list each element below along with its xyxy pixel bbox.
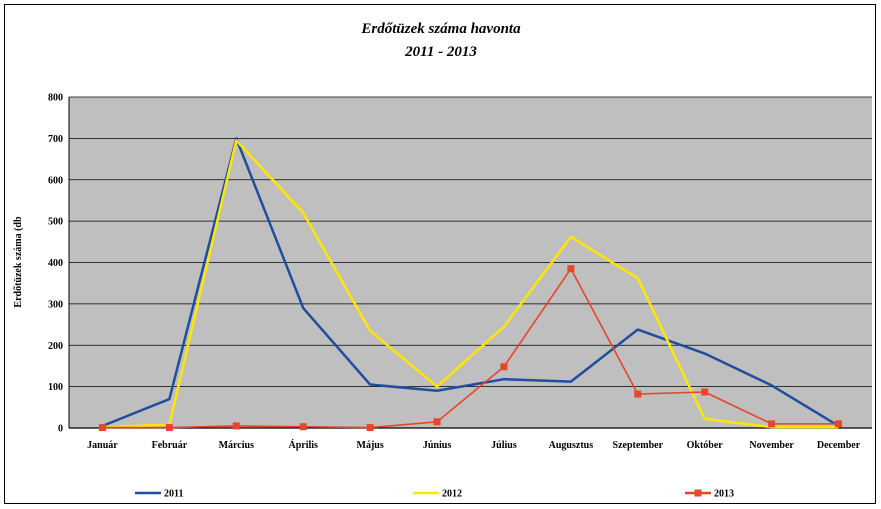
x-tick-label: Október	[687, 440, 724, 451]
x-tick-label: Június	[423, 440, 451, 451]
data-point-2013	[567, 265, 575, 273]
x-tick-label: Július	[491, 440, 517, 451]
x-tick-label: Április	[288, 439, 318, 451]
y-axis-label: Erdőtüzek száma (db	[13, 216, 24, 308]
y-tick-label: 600	[48, 175, 63, 186]
chart-frame: Erdőtüzek száma havonta 2011 - 2013 0 100…	[4, 4, 876, 504]
data-point-2013	[433, 418, 441, 426]
legend: 2011 2012 2013	[135, 489, 734, 500]
data-point-2013	[232, 422, 240, 430]
y-tick-label: 0	[58, 424, 63, 435]
x-tick-label: December	[817, 440, 861, 451]
chart-subtitle: 2011 - 2013	[404, 44, 477, 60]
y-tick-label: 400	[48, 258, 63, 269]
data-point-2013	[500, 363, 508, 371]
x-tick-label: Szeptember	[613, 440, 664, 451]
y-tick-label: 300	[48, 299, 63, 310]
series-line-2011	[101, 137, 840, 428]
x-tick-label: Március	[219, 440, 254, 451]
y-tick-label: 500	[48, 217, 63, 228]
y-tick-label: 200	[48, 341, 63, 352]
legend-label-2012: 2012	[442, 489, 462, 500]
data-point-2013	[634, 390, 642, 398]
y-tick-label: 100	[48, 382, 63, 393]
legend-label-2011: 2011	[164, 489, 183, 500]
x-tick-label: November	[749, 440, 794, 451]
legend-marker-2013	[694, 489, 702, 497]
data-point-2013	[98, 424, 106, 432]
x-tick-label: Augusztus	[549, 440, 594, 451]
y-axis-ticks: 0 100 200 300 400 500 600 700 800	[48, 93, 63, 435]
series-line-2013	[102, 267, 839, 429]
gridlines	[68, 96, 872, 429]
x-axis-ticks: Január Február Március Április Május Június Jú…	[87, 439, 861, 451]
chart-title: Erdőtüzek száma havonta	[360, 21, 521, 37]
data-point-2013	[835, 420, 843, 428]
legend-label-2013: 2013	[714, 489, 734, 500]
x-tick-label: Május	[357, 440, 384, 451]
data-point-2013	[165, 424, 173, 432]
data-point-2013	[768, 420, 776, 428]
series-group	[98, 137, 843, 432]
data-point-2013	[701, 388, 709, 396]
series-line-2012	[102, 139, 839, 429]
y-tick-label: 700	[48, 134, 63, 145]
y-tick-label: 800	[48, 93, 63, 104]
data-point-2013	[366, 424, 374, 432]
data-point-2013	[299, 423, 307, 431]
x-tick-label: Január	[87, 440, 118, 451]
line-chart: Erdőtüzek száma havonta 2011 - 2013 0 100…	[13, 21, 872, 500]
x-tick-label: Február	[152, 440, 188, 451]
